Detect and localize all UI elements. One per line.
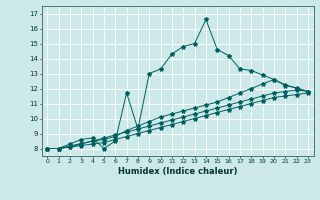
X-axis label: Humidex (Indice chaleur): Humidex (Indice chaleur) xyxy=(118,167,237,176)
